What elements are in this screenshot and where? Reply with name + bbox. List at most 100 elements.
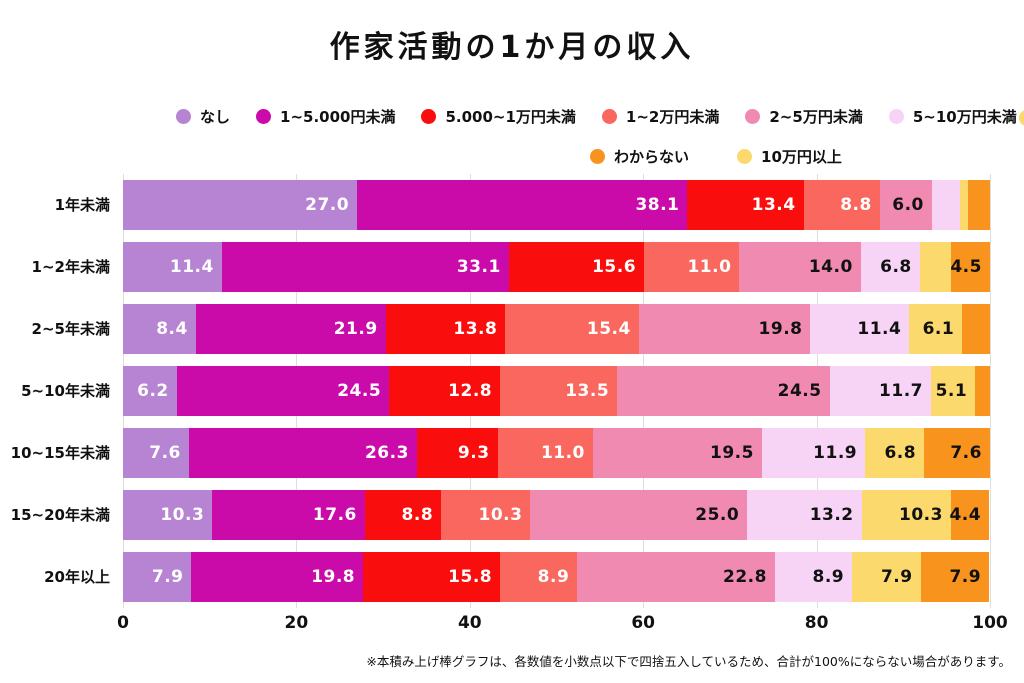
legend-label: わからない [614,148,690,166]
x-tick-label: 40 [457,613,482,633]
x-tick-label: 0 [117,613,129,633]
legend-row-2: わからない 10万円以上 [590,146,842,167]
legend-marker-icon [745,109,761,124]
bar-segment: 17.6 [212,490,365,540]
bar-segment: 7.6 [924,428,990,478]
bar-segment-value: 8.8 [401,505,434,525]
bar-segment: 7.9 [920,552,990,602]
legend-marker-icon [737,149,753,164]
bar-segment: 15.6 [508,242,645,292]
bar-segment-value: 6.1 [922,319,955,339]
bar-segment-value: 8.8 [840,195,872,215]
bar-segment-value: 27.0 [305,195,350,215]
bar-segment: 4.4 [949,490,990,540]
bar-segment-value: 11.7 [879,381,923,401]
bar-segment-value: 10.3 [898,505,943,525]
bar-segment: 11.4 [810,304,910,354]
legend-item: なし [176,106,230,127]
bar-segment-value: 24.5 [337,381,382,401]
x-tick-label: 100 [972,613,1008,633]
stacked-bar: 7.6 26.3 9.3 11.0 19.5 11.9 6.8 7.6 [123,428,990,478]
bar-segment-value: 13.5 [565,381,610,401]
bar-segment [931,180,961,230]
bar-segment: 10.3 [441,490,531,540]
bar-row: 5~10年未満 6.2 24.5 12.8 13.5 24.5 11.7 5.1 [0,366,990,416]
bar-segment-value: 33.1 [456,257,501,277]
bar-segment-value: 6.2 [137,381,169,401]
bar-segment-value: 11.9 [813,443,858,463]
bar-segment-value: 8.9 [537,567,570,587]
bar-segment: 22.8 [577,552,775,602]
legend-item: 2~5万円未満 [745,106,863,127]
bar-segment: 26.3 [188,428,417,478]
bar-segment: 6.1 [909,304,963,354]
bar-segment [919,242,951,292]
gridline [990,174,991,608]
bar-segment-value: 12.8 [448,381,493,401]
bar-segment: 13.2 [747,490,862,540]
bar-segment-value: 8.4 [156,319,188,339]
bar-segment-value: 6.8 [880,257,912,277]
bar-segment-value: 10.3 [160,505,205,525]
bar-segment: 10.3 [123,490,213,540]
legend-marker-icon [421,109,437,124]
footnote: ※本積み上げ棒グラフは、各数値を小数点以下で四捨五入しているため、合計が100%… [366,654,1011,669]
bar-row: 15~20年未満 10.3 17.6 8.8 10.3 25.0 13.2 10.3 4.4 [0,490,990,540]
bar-segment: 11.7 [829,366,931,416]
bar-segment-value: 7.6 [950,443,982,463]
legend-label: 2~5万円未満 [769,108,863,126]
bar-segment-value: 25.0 [695,505,740,525]
bar-segment: 15.8 [363,552,501,602]
legend-label: 1~2万円未満 [625,108,720,126]
bar-segment-value: 11.0 [687,257,732,277]
bar-segment-value: 15.8 [448,567,493,587]
bar-segment-value: 14.0 [808,257,853,277]
bar-segment: 6.0 [879,180,932,230]
bar-segment-value: 22.8 [723,567,767,587]
bar-segment-value: 19.5 [710,443,754,463]
bar-segment: 24.5 [176,366,390,416]
bar-segment: 13.5 [500,366,618,416]
bar-segment [968,180,990,230]
category-label: 10~15年未満 [10,444,110,462]
stacked-bar: 27.0 38.1 13.4 8.8 6.0 [123,180,990,230]
category-label: 1年未満 [54,196,110,214]
bar-segment: 8.4 [123,304,196,354]
bar-segment-value: 4.5 [950,257,982,277]
bar-segment-value: 19.8 [758,319,803,339]
bar-segment-value: 11.4 [857,319,902,339]
bar-segment-value: 8.9 [812,567,845,587]
bar-segment-value: 5.1 [935,381,968,401]
bar-segment-value: 10.3 [478,505,523,525]
legend-marker-icon [888,109,904,124]
bar-segment: 11.4 [123,242,222,292]
bar-segment-value: 13.4 [751,195,796,215]
bar-segment: 7.9 [852,552,921,602]
bar-segment: 6.8 [865,428,925,478]
bar-segment-value: 7.9 [151,567,184,587]
legend-item: 5~10万円未満 [888,106,1017,127]
legend-label: 5.000~1万円未満 [445,108,576,126]
bar-rows: 1年未満 27.0 38.1 13.4 8.8 6.0 1~2年未満 11.4 33.1 15.6… [0,180,990,614]
bar-segment: 8.9 [774,552,853,602]
x-tick-label: 80 [804,613,829,633]
bar-segment-value: 7.9 [949,567,982,587]
bar-segment: 19.5 [592,428,762,478]
bar-row: 20年以上 7.9 19.8 15.8 8.9 22.8 8.9 7.9 7.9 [0,552,990,602]
category-label: 20年以上 [44,568,110,586]
bar-segment: 8.8 [364,490,442,540]
legend-label: 10万円以上 [761,148,842,166]
bar-segment-value: 13.8 [453,319,498,339]
bar-segment: 13.4 [687,180,804,230]
bar-segment-value: 6.8 [884,443,917,463]
bar-segment: 15.4 [505,304,639,354]
bar-segment: 19.8 [638,304,811,354]
bar-segment: 5.1 [931,366,976,416]
bar-row: 10~15年未満 7.6 26.3 9.3 11.0 19.5 11.9 6.8 7.6 [0,428,990,478]
bar-segment [962,304,990,354]
x-axis: 0 20 40 60 80 100 [117,613,1008,635]
bar-row: 2~5年未満 8.4 21.9 13.8 15.4 19.8 11.4 6.1 [0,304,990,354]
legend-item: 1~2万円未満 [601,106,720,127]
bar-segment: 11.0 [497,428,593,478]
